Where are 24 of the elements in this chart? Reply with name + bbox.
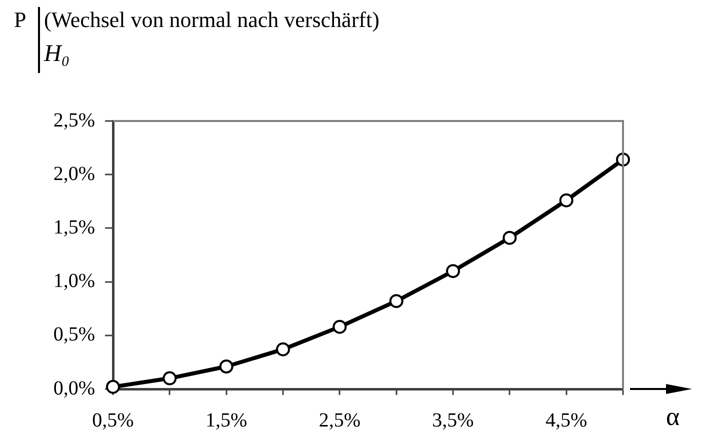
point	[332, 320, 347, 334]
x-tick-label: 1,5%	[205, 409, 248, 432]
point	[446, 264, 460, 278]
x-axis-title: α	[666, 402, 680, 431]
y-tick-label: 0,5%	[53, 324, 95, 346]
y-tick-label: 2,5%	[53, 109, 95, 132]
y-tick-label: 1,5%	[53, 216, 95, 238]
point	[559, 193, 574, 208]
y-tick-label: 0,0%	[53, 377, 95, 400]
x-tick-label: 4,5%	[545, 409, 588, 432]
y-tick-label: 1,0%	[53, 270, 95, 292]
y-tick-label: 2,0%	[53, 162, 95, 185]
chart-subtitle: H₀	[44, 41, 70, 67]
chart-title: (Wechsel von normal nach verschärft)	[44, 7, 380, 32]
point	[162, 371, 177, 386]
point	[502, 230, 517, 245]
point	[219, 359, 234, 374]
x-tick-label: 2,5%	[318, 409, 361, 432]
point	[389, 294, 404, 308]
point	[276, 342, 290, 356]
point	[106, 380, 120, 394]
y-axis-title: P	[14, 7, 26, 32]
x-tick-label: 3,5%	[432, 409, 474, 432]
x-tick-label: 0,5%	[92, 409, 134, 432]
